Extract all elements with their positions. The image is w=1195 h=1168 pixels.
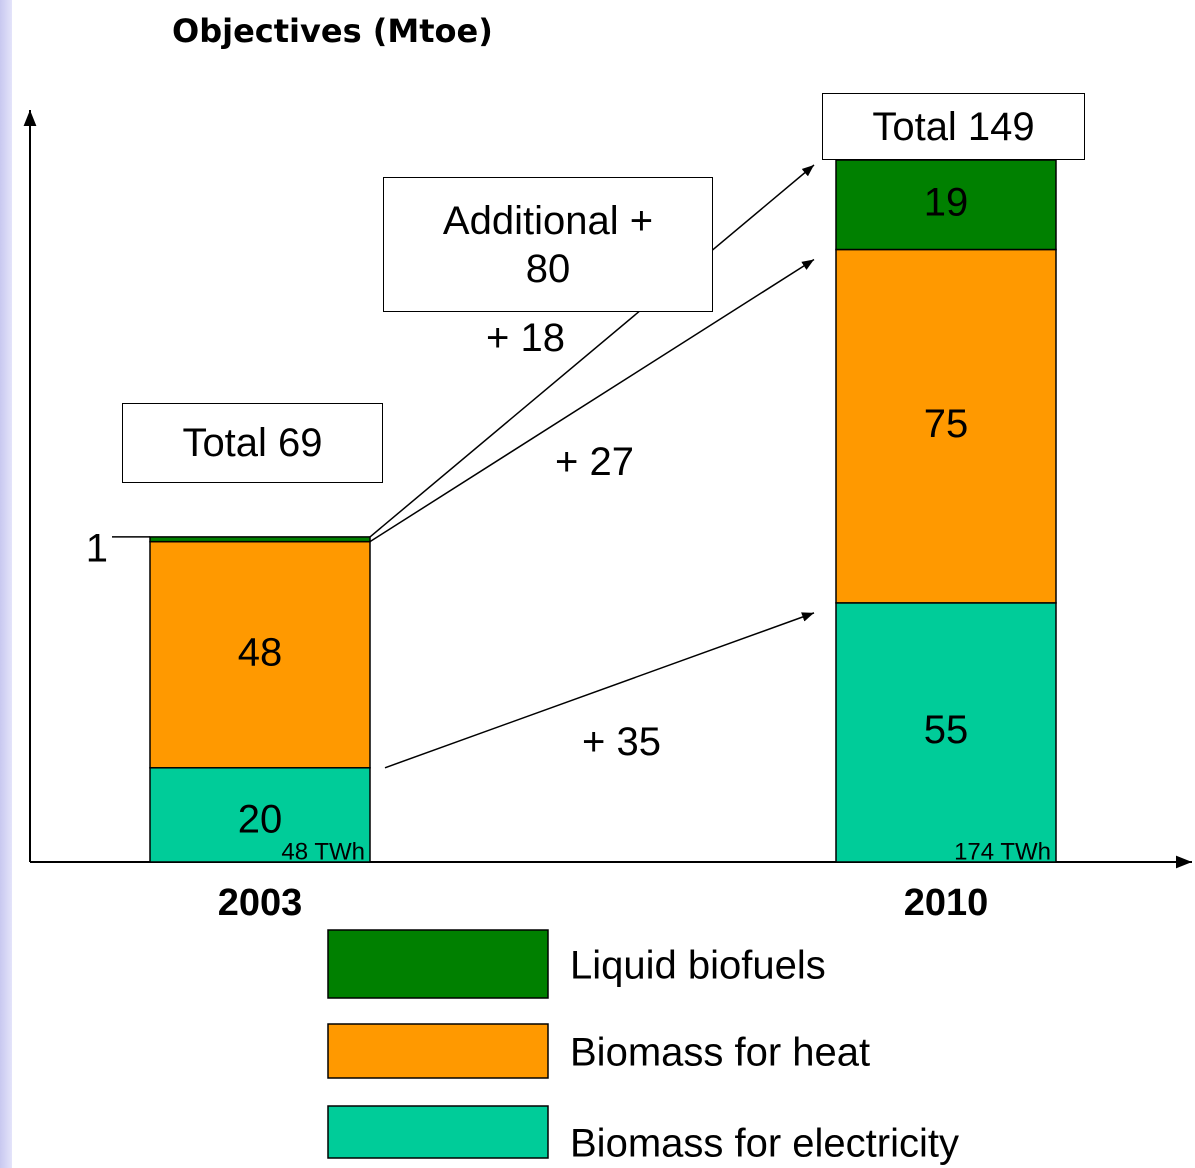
- x-tick-label: 2003: [218, 882, 303, 924]
- bar-segment: [149, 767, 371, 863]
- bar-segment: [835, 602, 1057, 863]
- legend-swatch: [327, 1023, 549, 1079]
- legend-swatch: [327, 929, 549, 999]
- value-label: 75: [924, 402, 969, 446]
- increment-label: + 18: [486, 316, 565, 360]
- increment-label: + 35: [582, 720, 661, 764]
- arrow: [369, 164, 815, 538]
- value-label: 1: [86, 526, 108, 570]
- value-label: 55: [924, 708, 969, 752]
- x-tick-label: 2010: [904, 882, 989, 924]
- bar-note: 48 TWh: [281, 838, 365, 865]
- legend-label: Biomass for electricity: [570, 1122, 959, 1166]
- total-box: Total 149: [822, 93, 1085, 160]
- value-label: 19: [924, 180, 969, 224]
- arrow: [384, 612, 815, 769]
- value-label: 20: [238, 798, 283, 842]
- side-stripe: [0, 0, 12, 1168]
- bar-segment: [835, 159, 1057, 251]
- legend-label: Biomass for heat: [570, 1031, 870, 1075]
- chart-title: Objectives (Mtoe): [172, 12, 493, 50]
- total-box: Total 69: [122, 403, 383, 483]
- additional-box: Additional + 80: [383, 177, 713, 312]
- increment-label: + 27: [555, 440, 634, 484]
- bar-note: 174 TWh: [954, 838, 1051, 865]
- arrow: [369, 258, 815, 543]
- legend-swatch: [327, 1105, 549, 1159]
- legend-label: Liquid biofuels: [570, 944, 826, 988]
- bar-segment: [149, 536, 371, 543]
- bar-segment: [835, 248, 1057, 604]
- value-label: 48: [238, 630, 283, 674]
